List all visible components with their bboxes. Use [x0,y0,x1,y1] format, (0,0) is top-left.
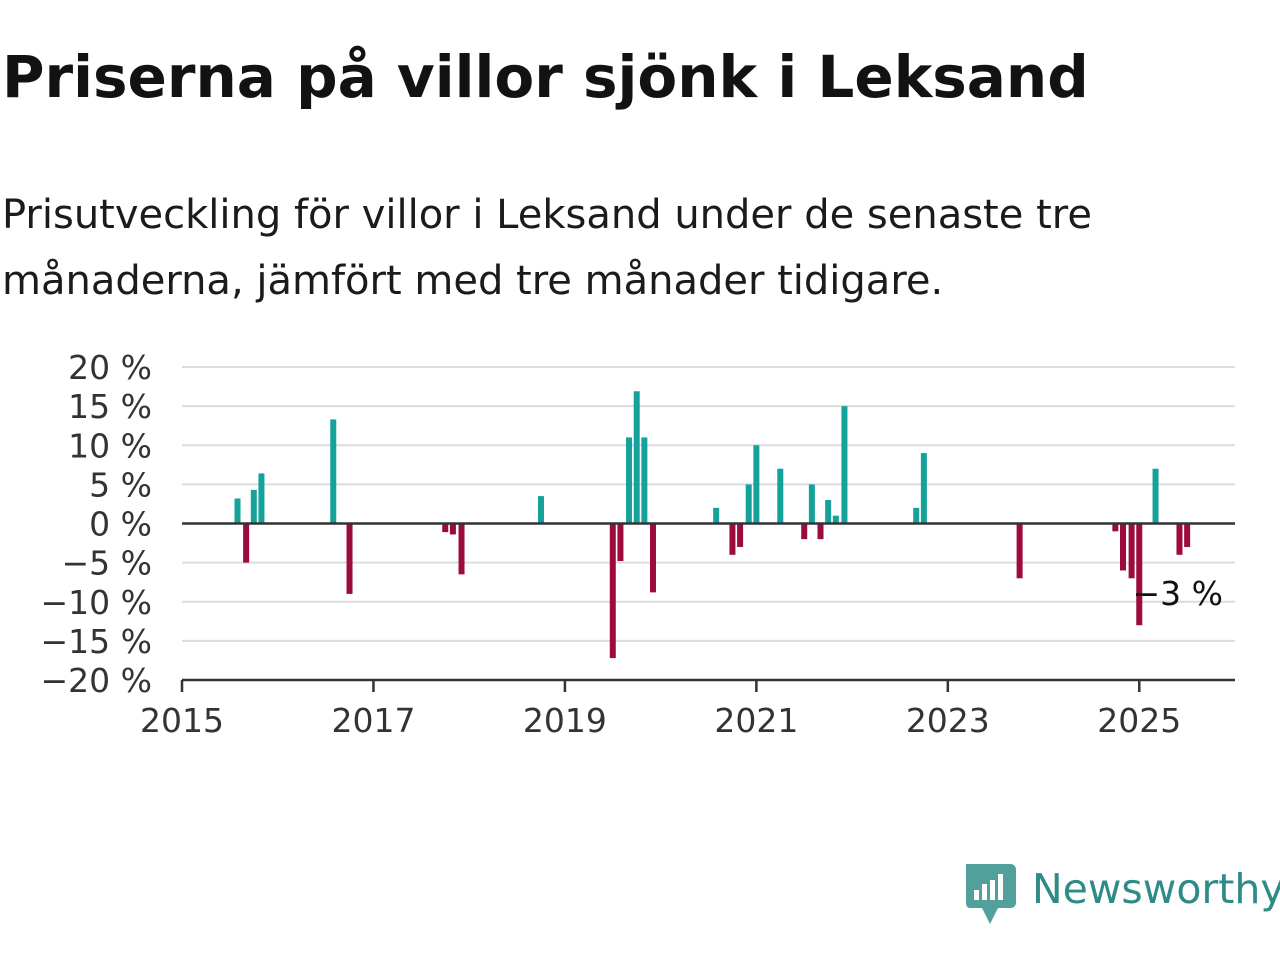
bar [913,507,920,524]
bar [442,523,449,533]
x-tick-label: 2021 [714,701,798,740]
bar [537,496,544,524]
bar [641,437,648,524]
bar [841,406,848,524]
chart-title: Priserna på villor sjönk i Leksand [2,43,1089,111]
bar [633,391,640,524]
y-tick-label: −10 % [41,583,153,622]
y-tick-label: 20 % [68,348,152,387]
y-tick-label: −20 % [41,661,153,700]
bar [825,500,832,524]
y-tick-label: −5 % [62,544,153,583]
bar [609,523,616,659]
last-value-annotation: −3 % [1133,574,1224,613]
bar [1184,523,1191,547]
bar [449,523,456,535]
y-tick-label: −15 % [41,622,153,661]
bar-chart: 20 %15 %10 %5 %0 %−5 %−10 %−15 %−20 %201… [41,348,1235,740]
bar [808,484,815,524]
bar [1016,523,1023,579]
bar [832,515,839,524]
bar [1119,523,1126,571]
x-tick-label: 2025 [1097,701,1181,740]
bar [713,507,720,524]
bar [258,473,265,524]
bar [1152,468,1159,524]
bar [920,453,927,524]
bar [817,523,824,540]
bar [753,445,760,524]
bar [1136,523,1143,626]
y-tick-label: 5 % [89,465,152,504]
y-tick-label: 0 % [89,505,152,544]
newsworthy-logo-icon [966,864,1016,924]
bar [243,523,250,563]
brand-name: Newsworthy [1032,865,1280,913]
bar [729,523,736,555]
x-tick-label: 2015 [140,701,224,740]
bar [458,523,465,575]
bar [346,523,353,594]
bar [617,523,624,562]
bar [801,523,808,540]
bar [626,437,633,524]
bar [1112,523,1119,532]
chart-subtitle: Prisutveckling för villor i Leksand unde… [2,192,1092,304]
bar [1176,523,1183,555]
bar [649,523,656,593]
bar [745,484,752,524]
x-tick-label: 2017 [331,701,415,740]
x-tick-label: 2023 [906,701,990,740]
bar [737,523,744,547]
x-tick-label: 2019 [523,701,607,740]
bar [234,498,241,524]
bar [1128,523,1135,579]
bar [777,468,784,524]
bar [250,489,257,524]
bar [330,419,337,524]
y-tick-label: 15 % [68,387,152,426]
y-tick-label: 10 % [68,426,152,465]
